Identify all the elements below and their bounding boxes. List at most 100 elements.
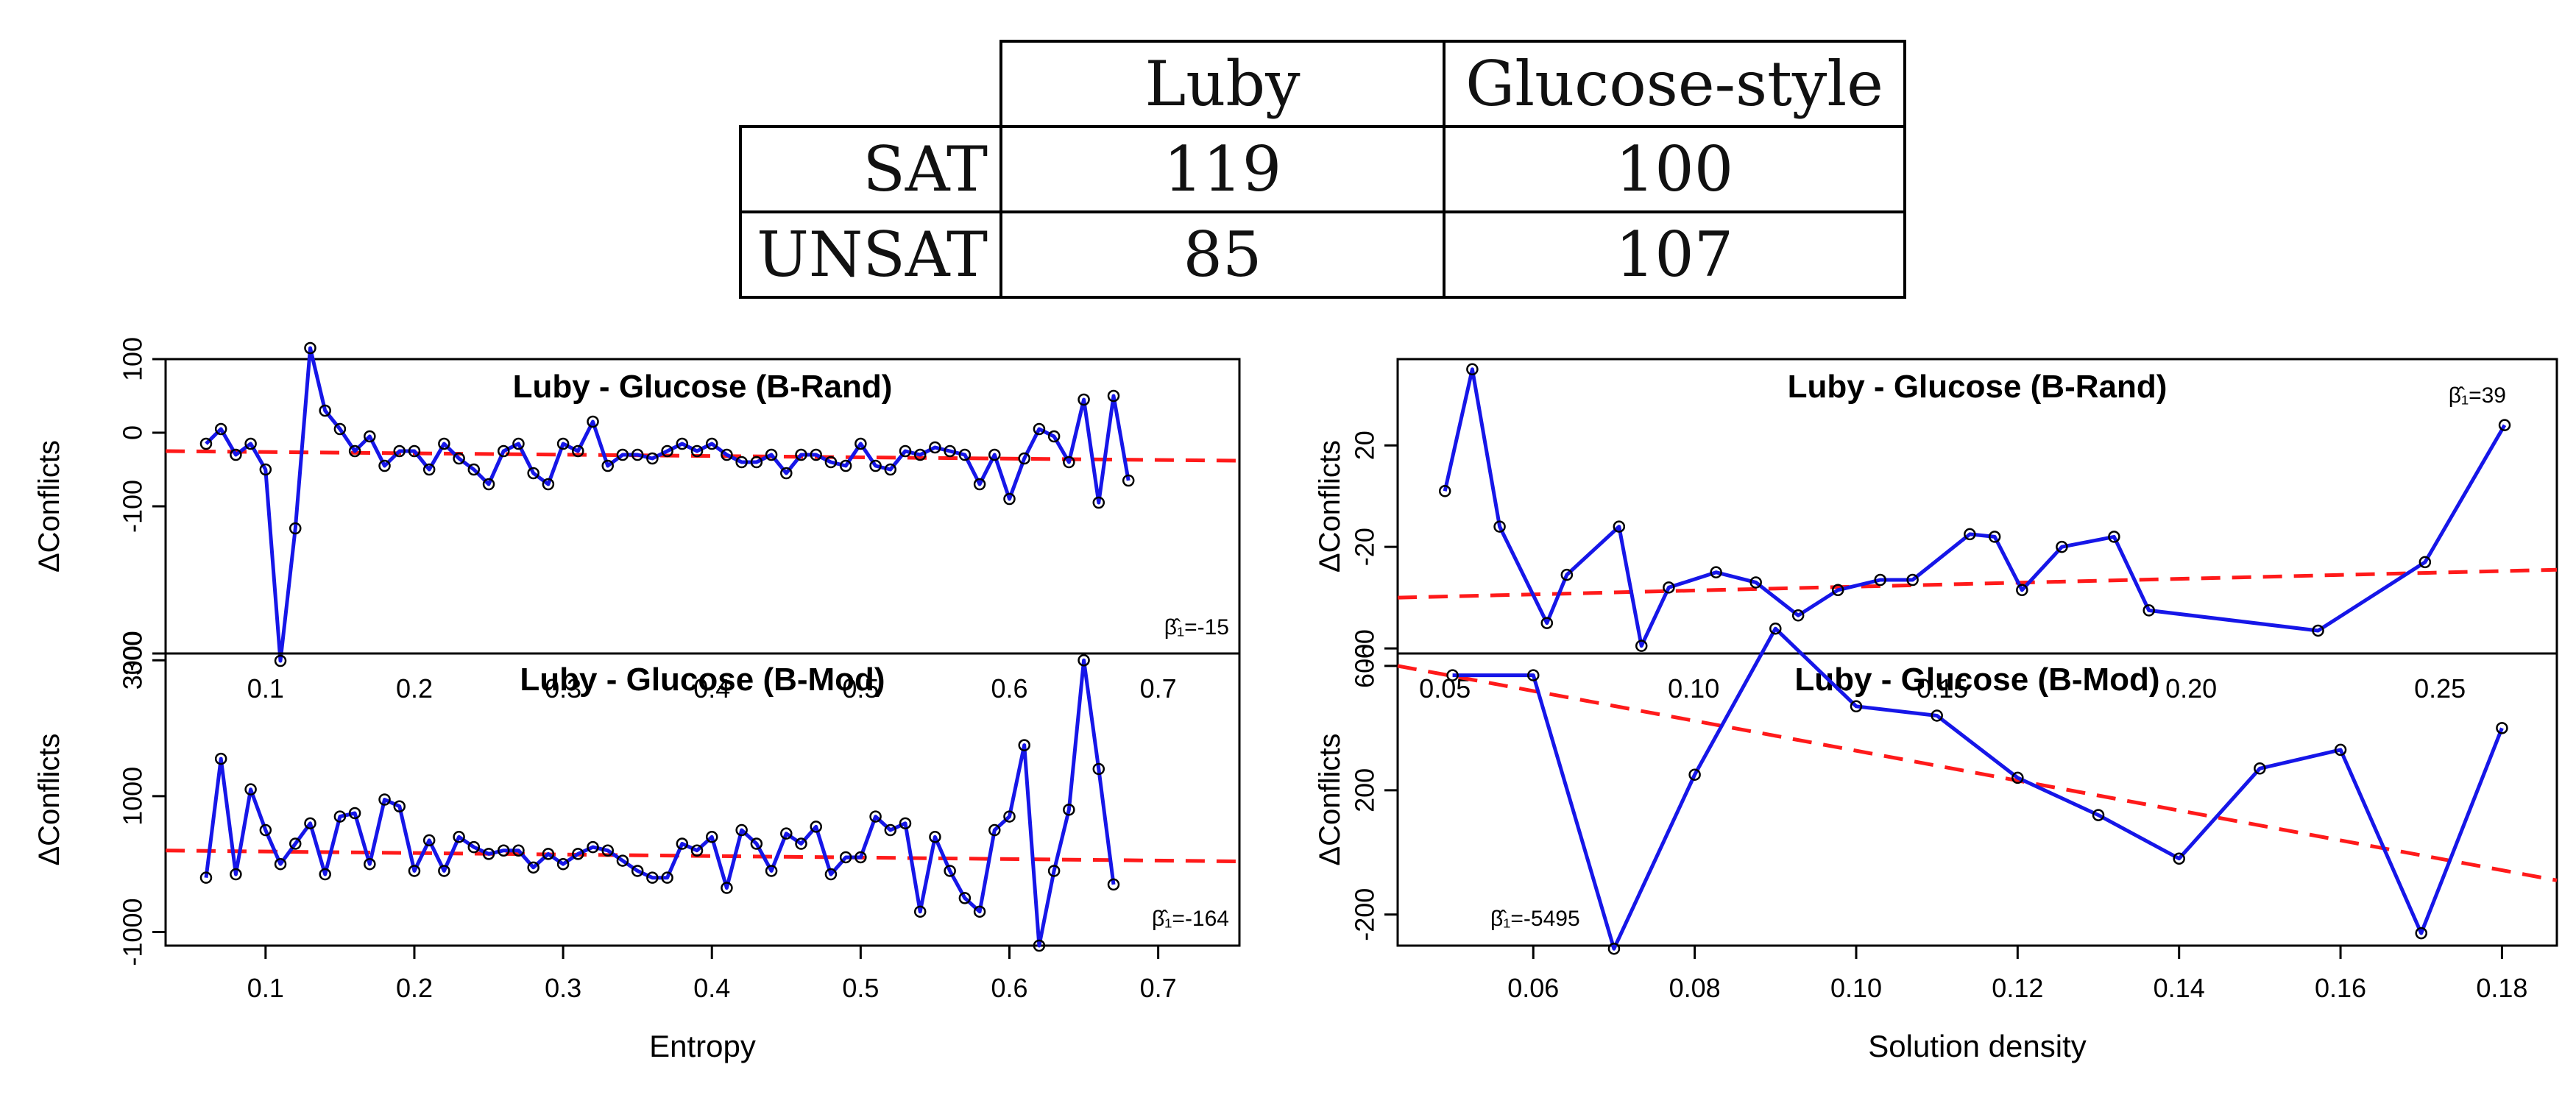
data-point — [438, 437, 450, 450]
data-point — [884, 463, 897, 476]
data-point — [572, 444, 584, 458]
table-row: SAT 119 100 — [739, 125, 1906, 213]
cell-glucose: 107 — [1443, 210, 1906, 299]
data-point — [1122, 474, 1135, 487]
x-tick-label: 0.1 — [247, 673, 284, 704]
row-label: UNSAT — [739, 210, 1002, 299]
data-point — [913, 448, 927, 461]
data-point — [1607, 942, 1621, 955]
data-point — [378, 793, 391, 806]
series-line — [204, 658, 1116, 948]
data-point — [2312, 624, 2324, 637]
data-point — [869, 459, 882, 472]
data-point — [780, 467, 793, 480]
data-point — [542, 848, 555, 860]
data-point — [913, 905, 927, 918]
data-point — [289, 837, 302, 850]
data-point — [2418, 556, 2432, 569]
data-point — [824, 868, 838, 881]
data-point — [1438, 485, 1451, 497]
data-point — [1446, 669, 1459, 681]
data-point — [408, 444, 421, 458]
data-point — [230, 868, 242, 881]
data-point — [765, 865, 778, 877]
beta-annotation: β̂₁=-15 — [1164, 615, 1229, 639]
series-line — [1452, 626, 2504, 951]
data-point — [527, 861, 539, 874]
series-line — [1443, 367, 2507, 648]
data-point — [438, 865, 450, 877]
y-axis-label: ΔConflicts — [1314, 440, 1346, 573]
data-point — [2142, 604, 2155, 617]
chart-title: Luby - Glucose (B-Mod) — [520, 662, 885, 698]
beta-annotation: β̂₁=39 — [2449, 383, 2506, 408]
data-point — [1078, 393, 1090, 406]
data-point — [1874, 573, 1886, 587]
data-point — [958, 892, 972, 904]
plot-frame — [1396, 652, 2558, 947]
data-point — [1988, 531, 2001, 543]
data-point — [2254, 762, 2266, 775]
y-tick-label: 20 — [1350, 431, 1380, 460]
x-tick-label: 0.14 — [2154, 973, 2205, 1003]
x-tick-label: 0.4 — [693, 673, 730, 704]
data-point — [408, 865, 421, 877]
data-point — [244, 783, 257, 796]
x-tick-label: 0.6 — [991, 973, 1027, 1003]
data-point — [333, 422, 347, 436]
data-point — [1092, 496, 1105, 509]
data-point — [1107, 878, 1120, 891]
data-point — [482, 848, 495, 860]
chart-panel-entropy-bmod: 3000 1000 -1000 0.1 0.2 0.3 0.4 0.5 0.6 0.7 Luby -… — [33, 631, 1241, 1063]
data-point — [348, 444, 361, 458]
x-tick-label: 0.06 — [1507, 973, 1559, 1003]
data-point — [378, 459, 391, 472]
trend-line — [165, 848, 1240, 864]
data-point — [839, 459, 852, 472]
y-tick-label: 100 — [118, 337, 148, 381]
x-tick-label: 0.3 — [545, 673, 581, 704]
data-point — [1613, 520, 1626, 533]
data-point — [1047, 865, 1061, 877]
data-point — [259, 463, 272, 476]
x-tick-label: 0.1 — [247, 973, 284, 1003]
data-point — [199, 871, 213, 884]
data-point — [899, 817, 912, 830]
y-tick-label: -20 — [1350, 528, 1380, 566]
data-point — [1769, 622, 1782, 635]
data-point — [1018, 452, 1030, 465]
data-point — [661, 444, 673, 458]
trend-line — [1397, 664, 2558, 882]
series-line — [205, 346, 1130, 663]
data-point — [824, 456, 838, 469]
data-point — [750, 456, 763, 469]
data-point — [482, 478, 495, 491]
data-point — [556, 857, 570, 871]
x-tick-label: 0.5 — [842, 673, 879, 704]
data-point — [348, 807, 361, 820]
data-point — [780, 827, 793, 840]
data-point — [646, 871, 659, 884]
data-point — [1033, 422, 1046, 436]
data-point — [587, 415, 599, 428]
y-tick-label: 300 — [118, 631, 148, 676]
data-point — [661, 871, 673, 884]
data-point — [393, 800, 406, 812]
x-tick-label: 0.3 — [545, 973, 581, 1003]
chart-panel-density-bmod: 600 200 -200 0.06 0.08 0.10 0.12 0.14 0.16 0.18 Lu… — [1314, 622, 2558, 1063]
data-point — [899, 444, 912, 458]
data-point — [1931, 709, 1943, 722]
cell-luby: 119 — [999, 125, 1446, 213]
data-point — [676, 437, 689, 450]
data-point — [601, 844, 614, 857]
data-point — [988, 823, 1001, 837]
x-tick-label: 0.7 — [1140, 673, 1177, 704]
y-axis-label: ΔConflicts — [33, 733, 66, 865]
y-tick-label: -60 — [1350, 629, 1380, 667]
data-point — [259, 823, 272, 837]
data-point — [1063, 456, 1075, 469]
data-point — [542, 478, 555, 491]
data-point — [1466, 363, 1479, 376]
data-point — [1107, 389, 1120, 403]
x-tick-label: 0.4 — [693, 973, 730, 1003]
